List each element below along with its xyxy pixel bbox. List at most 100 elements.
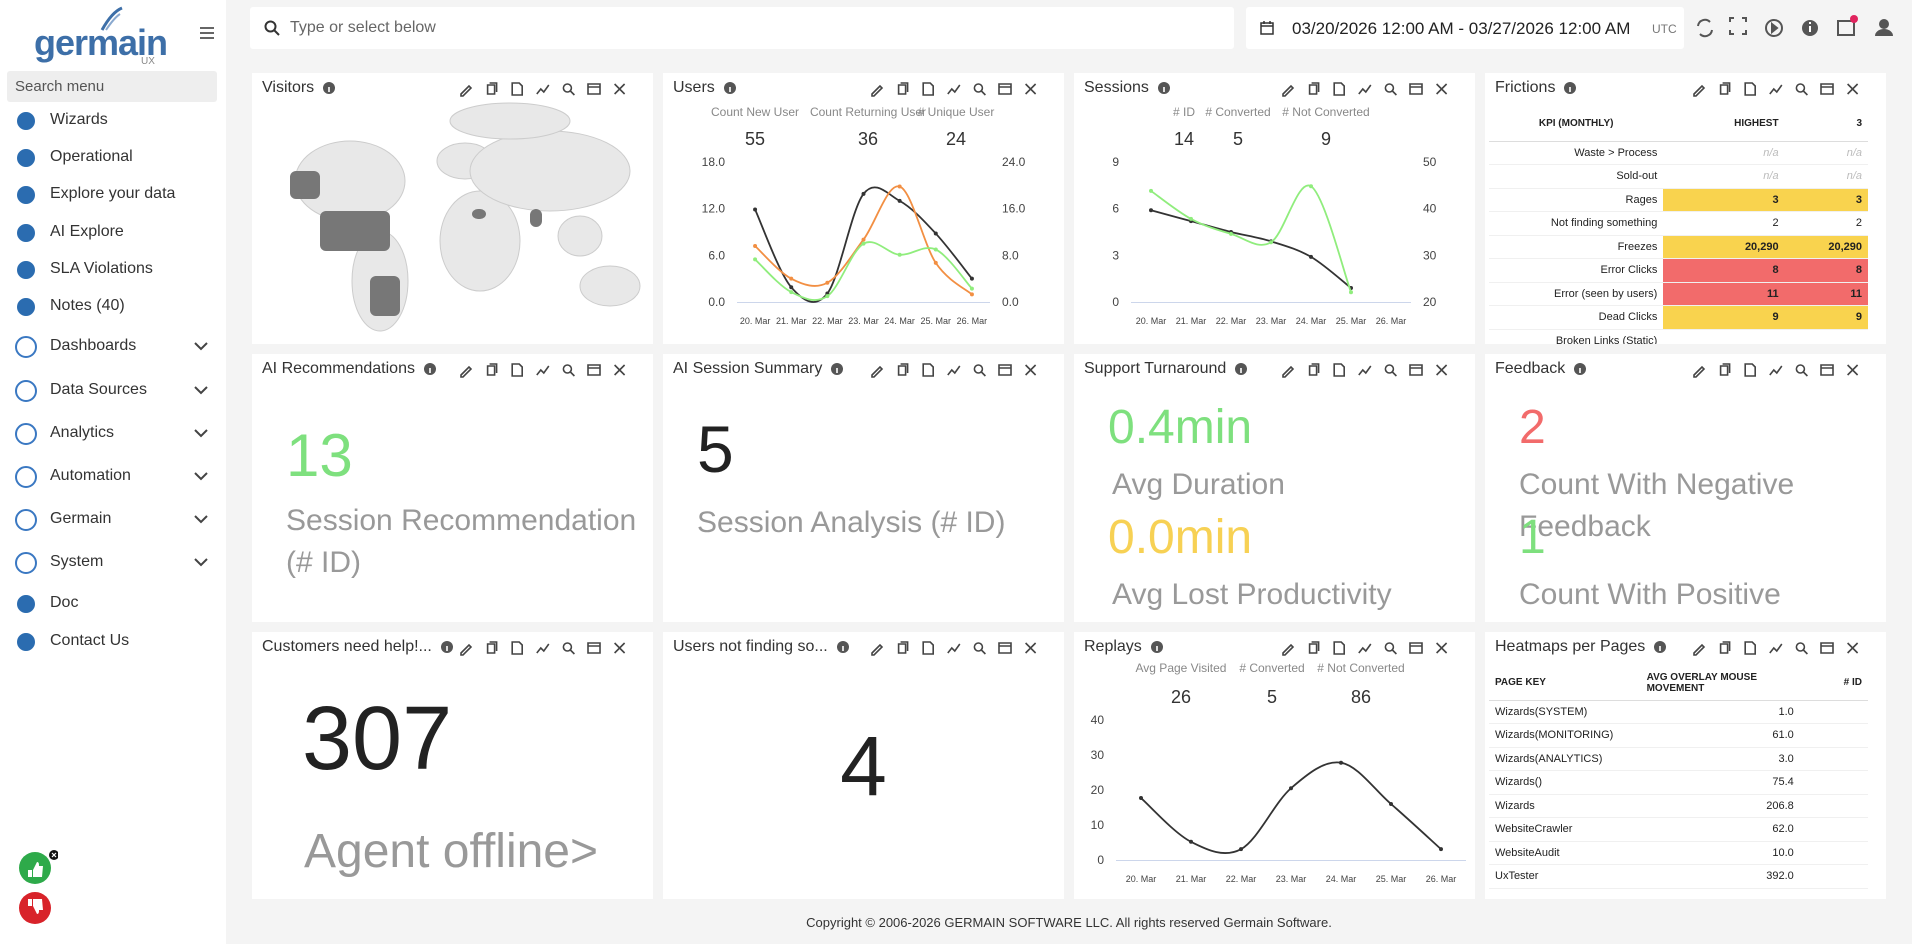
tool-icon[interactable] — [1333, 363, 1346, 377]
tool-icon[interactable] — [614, 364, 626, 376]
tool-icon[interactable] — [562, 83, 575, 96]
tool-icon[interactable] — [1795, 364, 1808, 377]
expand-chevron[interactable] — [194, 428, 208, 438]
tool-icon[interactable] — [897, 641, 909, 654]
expand-chevron[interactable] — [194, 341, 208, 351]
menu-item[interactable]: Doc — [50, 594, 79, 611]
tool-icon[interactable] — [587, 83, 601, 95]
tool-icon[interactable] — [1693, 365, 1706, 378]
menu-item[interactable]: Contact Us — [50, 632, 130, 649]
tool-icon[interactable] — [1282, 365, 1295, 378]
tool-icon[interactable] — [460, 84, 473, 97]
widget-toolbar[interactable] — [454, 362, 644, 380]
tool-icon[interactable] — [614, 83, 626, 95]
tool-icon[interactable] — [897, 82, 909, 95]
tool-icon[interactable] — [1847, 642, 1859, 654]
tool-icon[interactable] — [562, 364, 575, 377]
menu-item[interactable]: Data Sources — [50, 381, 147, 398]
tool-icon[interactable] — [1719, 363, 1731, 376]
info-icon[interactable] — [1157, 81, 1171, 95]
expand-chevron[interactable] — [194, 385, 208, 395]
tool-icon[interactable] — [1358, 84, 1372, 95]
tool-icon[interactable] — [460, 365, 473, 378]
tool-icon[interactable] — [614, 642, 626, 654]
expand-chevron[interactable] — [194, 514, 208, 524]
widget-toolbar[interactable] — [865, 640, 1055, 658]
tool-icon[interactable] — [1820, 642, 1834, 654]
tool-icon[interactable] — [1384, 83, 1397, 96]
date-picker[interactable]: 03/20/2026 12:00 AM - 03/27/2026 12:00 A… — [1246, 7, 1684, 49]
tool-icon[interactable] — [998, 83, 1012, 95]
tool-icon[interactable] — [947, 365, 961, 376]
tool-icon[interactable] — [1744, 363, 1757, 377]
tool-icon[interactable] — [922, 82, 935, 96]
tool-icon[interactable] — [1693, 84, 1706, 97]
tool-icon[interactable] — [947, 84, 961, 95]
tool-icon[interactable] — [486, 641, 498, 654]
tool-icon[interactable] — [922, 363, 935, 377]
widget-toolbar[interactable] — [1687, 362, 1877, 380]
info-icon[interactable] — [1563, 81, 1577, 95]
menu-item[interactable]: Explore your data — [50, 185, 176, 202]
tool-icon[interactable] — [998, 364, 1012, 376]
tool-icon[interactable] — [1820, 83, 1834, 95]
column-header[interactable]: # ID — [1799, 666, 1868, 701]
tool-icon[interactable] — [1795, 642, 1808, 655]
tool-icon[interactable] — [536, 84, 550, 95]
info-icon[interactable] — [423, 362, 437, 376]
tool-icon[interactable] — [998, 642, 1012, 654]
tool-icon[interactable] — [1769, 84, 1783, 95]
menu-item[interactable]: Analytics — [50, 424, 115, 441]
tool-icon[interactable] — [1719, 641, 1731, 654]
global-search[interactable]: Type or select below — [250, 7, 1234, 49]
menu-item[interactable]: Operational — [50, 148, 133, 165]
expand-chevron[interactable] — [194, 471, 208, 481]
tool-icon[interactable] — [511, 641, 524, 655]
menu-item[interactable]: Germain — [50, 510, 112, 527]
tool-icon[interactable] — [871, 365, 884, 378]
info-icon[interactable] — [1150, 640, 1164, 654]
tool-icon[interactable] — [1744, 82, 1757, 96]
column-header[interactable]: 3 — [1784, 107, 1868, 142]
tool-icon[interactable] — [871, 643, 884, 656]
menu-item[interactable]: Dashboards — [50, 337, 137, 354]
tool-icon[interactable] — [587, 364, 601, 376]
menu-item[interactable]: Automation — [50, 467, 131, 484]
tool-icon[interactable] — [536, 365, 550, 376]
header-actions[interactable] — [1694, 14, 1912, 44]
info-icon[interactable] — [1653, 640, 1667, 654]
tool-icon[interactable] — [947, 643, 961, 654]
widget-toolbar[interactable] — [1276, 362, 1466, 380]
widget-toolbar[interactable] — [1687, 640, 1877, 658]
tool-icon[interactable] — [1025, 642, 1037, 654]
menu-item[interactable]: System — [50, 553, 104, 570]
tool-icon[interactable] — [1795, 83, 1808, 96]
menu-item[interactable]: Notes (40) — [50, 297, 125, 314]
tool-icon[interactable] — [1436, 364, 1448, 376]
tool-icon[interactable] — [973, 364, 986, 377]
tool-icon[interactable] — [1308, 641, 1320, 654]
widget-toolbar[interactable] — [454, 81, 644, 99]
widget-toolbar[interactable] — [865, 362, 1055, 380]
tool-icon[interactable] — [1436, 83, 1448, 95]
tool-icon[interactable] — [562, 642, 575, 655]
tool-icon[interactable] — [1384, 642, 1397, 655]
tool-icon[interactable] — [1436, 642, 1448, 654]
tool-icon[interactable] — [1409, 83, 1423, 95]
menu-item[interactable]: SLA Violations — [50, 260, 153, 277]
info-icon[interactable] — [836, 640, 850, 654]
tool-icon[interactable] — [1769, 643, 1783, 654]
tool-icon[interactable] — [1409, 364, 1423, 376]
widget-toolbar[interactable] — [865, 81, 1055, 99]
tool-icon[interactable] — [1333, 641, 1346, 655]
tool-icon[interactable] — [871, 84, 884, 97]
tool-icon[interactable] — [1282, 643, 1295, 656]
tool-icon[interactable] — [511, 363, 524, 377]
tool-icon[interactable] — [587, 642, 601, 654]
tool-icon[interactable] — [1025, 83, 1037, 95]
info-icon[interactable] — [1573, 362, 1587, 376]
tool-icon[interactable] — [1384, 364, 1397, 377]
tool-icon[interactable] — [1820, 364, 1834, 376]
tool-icon[interactable] — [922, 641, 935, 655]
tool-icon[interactable] — [1308, 363, 1320, 376]
